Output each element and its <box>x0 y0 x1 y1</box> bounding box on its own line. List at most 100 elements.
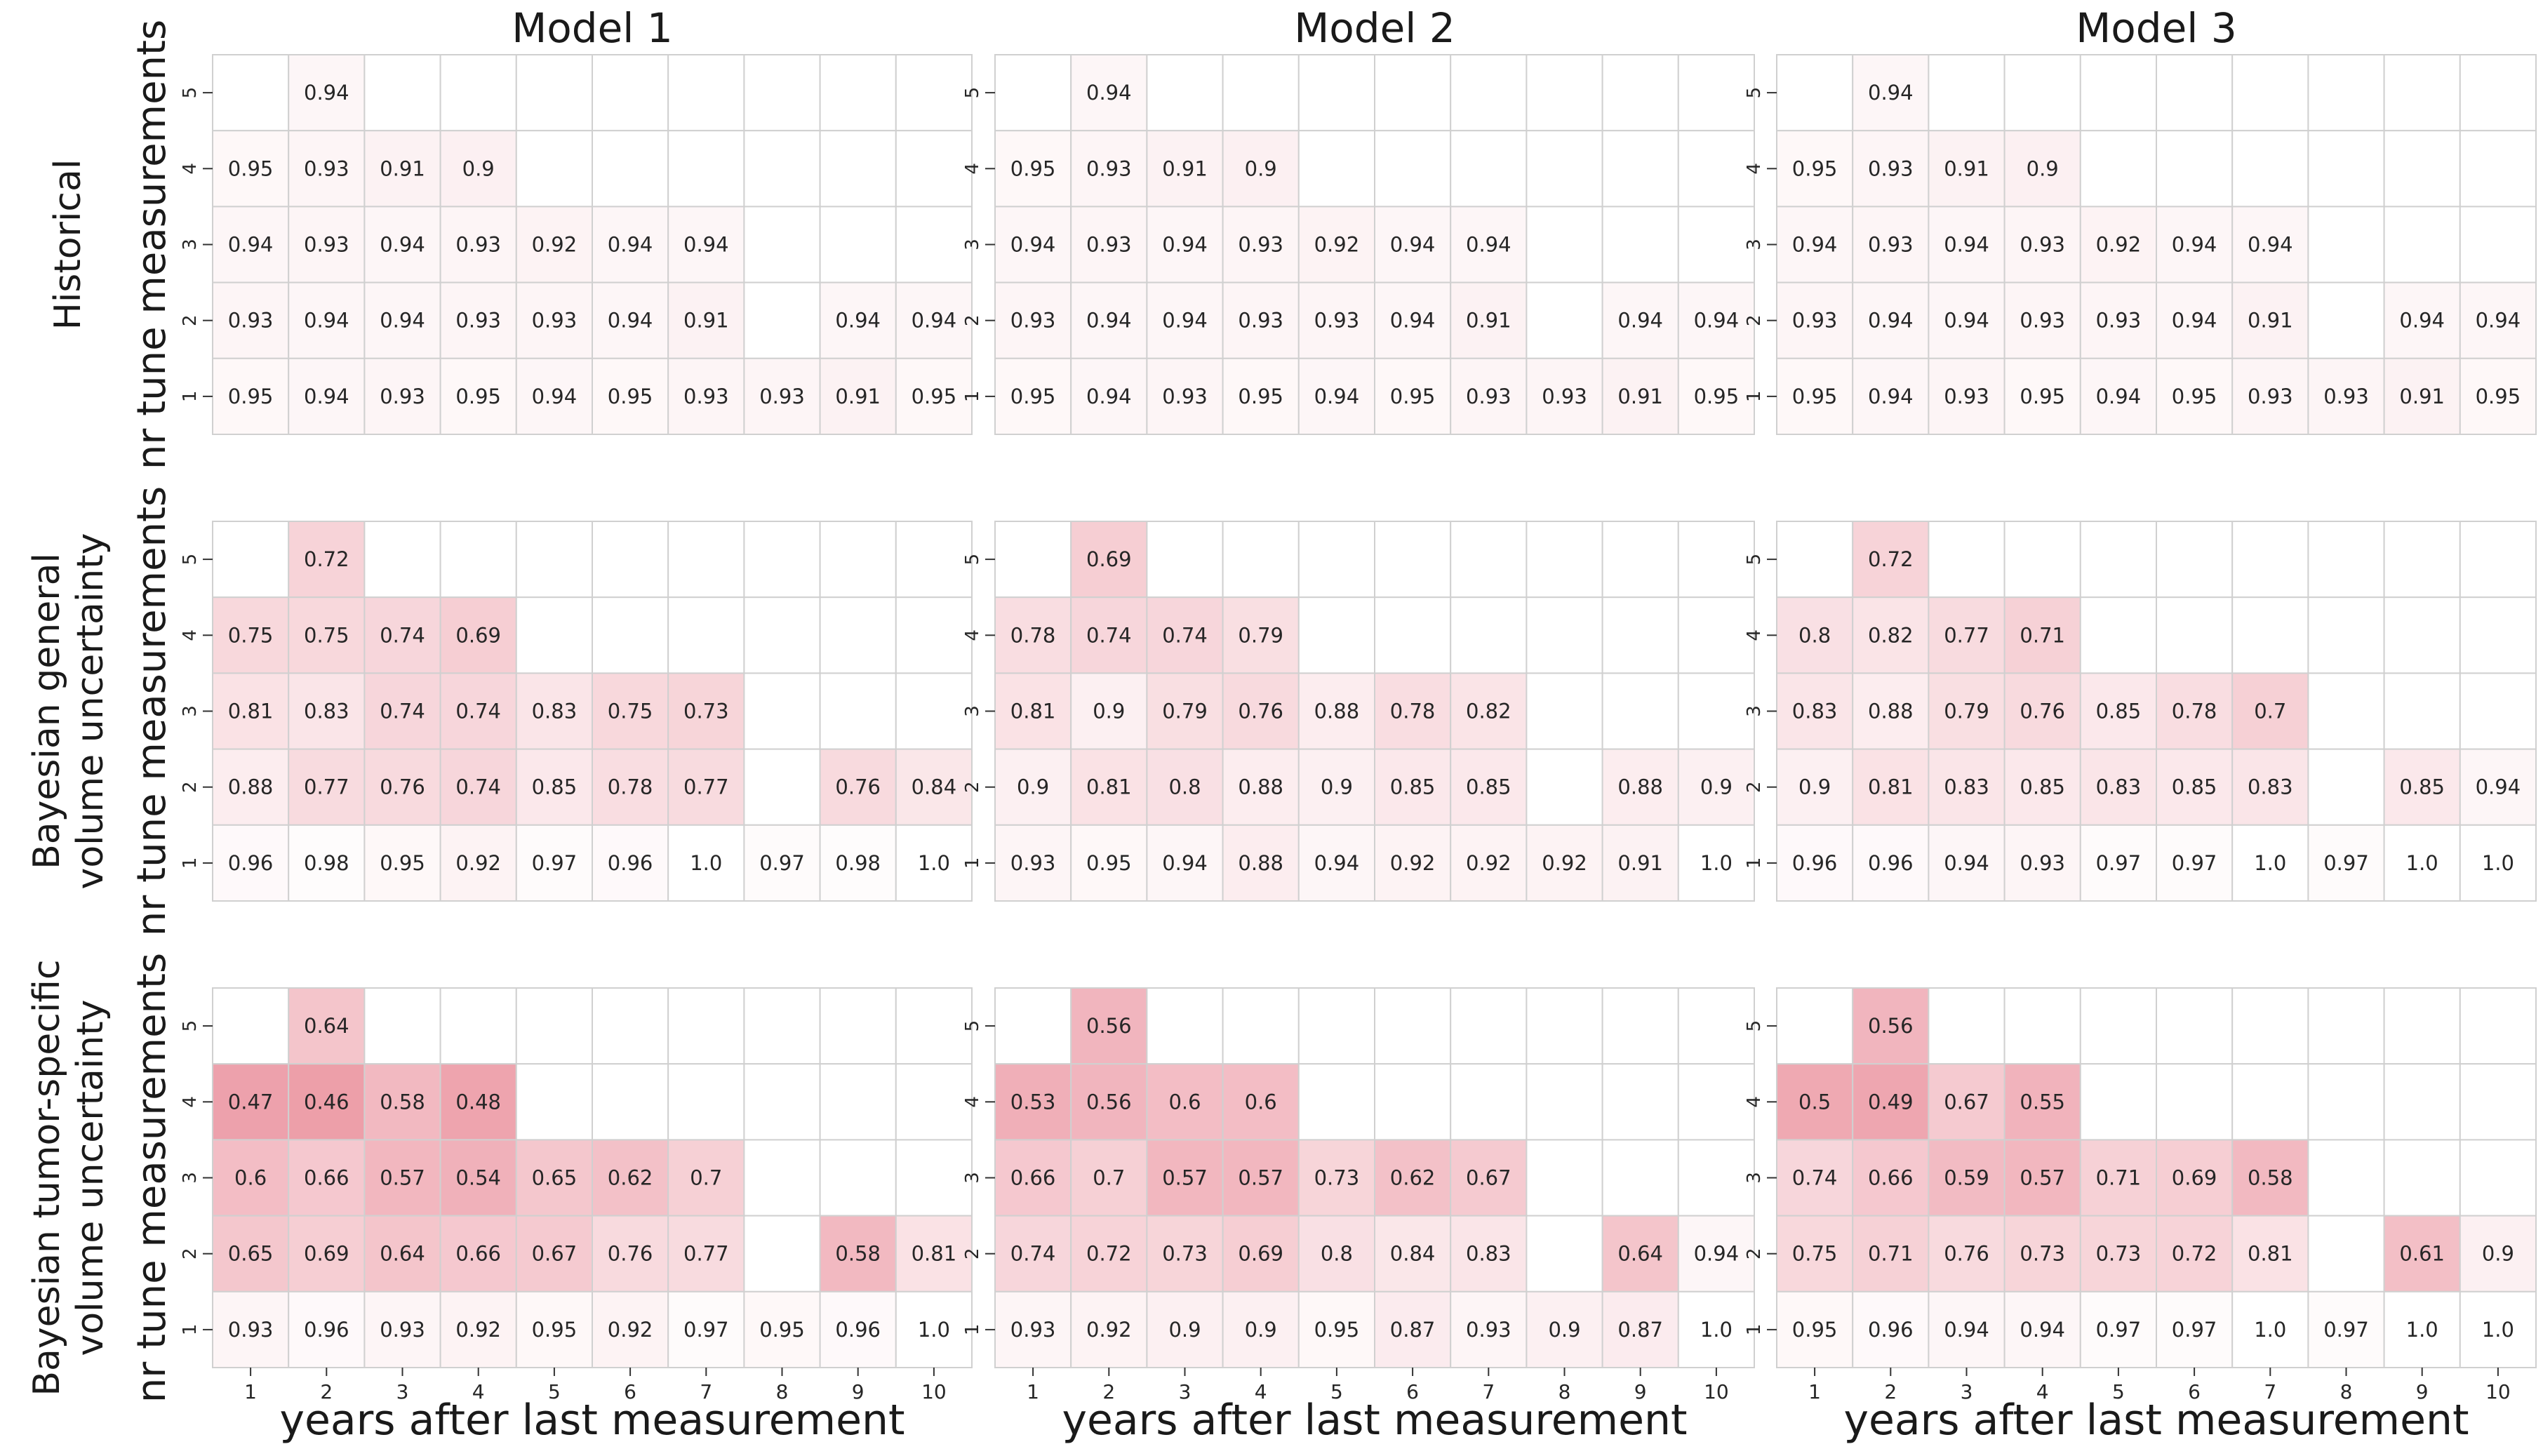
heatmap-cell <box>1677 54 1756 132</box>
heatmap-cell <box>819 130 897 208</box>
heatmap-cell <box>667 672 745 750</box>
cell-value: 0.7 <box>1093 1166 1125 1190</box>
heatmap-cell <box>2307 54 2385 132</box>
heatmap-cell <box>439 1215 517 1293</box>
heatmap-cell <box>819 596 897 674</box>
cell-value: 0.94 <box>1162 233 1208 257</box>
y-tick-label: 4 <box>1744 629 1765 641</box>
cell-value: 0.69 <box>1086 547 1132 571</box>
y-tick-label: 2 <box>962 1248 983 1260</box>
cell-value: 0.7 <box>690 1166 722 1190</box>
cell-value: 0.83 <box>1466 1242 1511 1266</box>
heatmap-cell <box>1677 824 1756 902</box>
heatmap-cell <box>1601 1139 1679 1217</box>
heatmap-cell <box>2459 1063 2537 1141</box>
heatmap-cell <box>212 987 290 1065</box>
heatmap-cell <box>1374 521 1452 599</box>
heatmap-cell <box>819 521 897 599</box>
heatmap-cell <box>1450 206 1528 283</box>
cell-value: 0.78 <box>2172 700 2217 723</box>
cell-value: 0.98 <box>835 851 881 875</box>
heatmap-cell <box>895 206 973 283</box>
y-tick-label: 5 <box>962 87 983 99</box>
cell-value: 0.95 <box>380 851 425 875</box>
cell-value: 0.85 <box>2172 775 2217 799</box>
heatmap-cell <box>1374 748 1452 826</box>
heatmap-cell <box>2231 1063 2309 1141</box>
heatmap-cell <box>994 596 1072 674</box>
heatmap-cell <box>2307 672 2385 750</box>
cell-value: 0.94 <box>2476 775 2521 799</box>
cell-value: 0.93 <box>228 309 274 333</box>
y-tick-label: 2 <box>1744 781 1765 793</box>
x-tick-label: 6 <box>1406 1380 1419 1403</box>
cell-value: 0.77 <box>1944 623 1989 647</box>
heatmap-cell <box>1526 1139 1603 1217</box>
heatmap-cell <box>667 596 745 674</box>
cell-value: 0.91 <box>683 309 729 333</box>
heatmap-cell <box>363 206 441 283</box>
heatmap-cell <box>2156 281 2234 359</box>
heatmap-cell <box>1776 987 1854 1065</box>
cell-value: 0.97 <box>2323 851 2369 875</box>
heatmap-cell <box>592 596 669 674</box>
cell-value: 0.95 <box>1086 851 1132 875</box>
heatmap-cell <box>288 521 366 599</box>
heatmap-cell <box>1852 1215 1930 1293</box>
heatmap-cell <box>2003 1215 2081 1293</box>
heatmap-cell <box>1070 748 1148 826</box>
cell-value: 0.96 <box>1792 851 1838 875</box>
heatmap-cell <box>2003 824 2081 902</box>
cell-value: 0.83 <box>1944 775 1989 799</box>
heatmap-cell <box>592 130 669 208</box>
heatmap-cell <box>2003 357 2081 435</box>
cell-value: 0.87 <box>1390 1318 1436 1342</box>
heatmap-cell <box>2156 130 2234 208</box>
cell-value: 0.93 <box>1086 156 1132 180</box>
cell-value: 0.62 <box>608 1166 653 1190</box>
cell-value: 0.67 <box>1466 1166 1511 1190</box>
heatmap-cell <box>439 54 517 132</box>
heatmap-cell <box>743 672 821 750</box>
heatmap-cell <box>667 521 745 599</box>
heatmap-cell <box>2079 672 2158 750</box>
cell-value: 0.93 <box>2323 385 2369 408</box>
y-tick-label: 5 <box>962 554 983 566</box>
heatmap-cell <box>743 824 821 902</box>
y-tick-label: 3 <box>962 1172 983 1184</box>
cell-value: 0.74 <box>380 700 425 723</box>
cell-value: 0.94 <box>2399 309 2445 333</box>
cell-value: 0.91 <box>380 156 425 180</box>
cell-value: 0.95 <box>912 385 957 408</box>
heatmap-cell <box>1526 130 1603 208</box>
cell-value: 0.94 <box>1314 385 1360 408</box>
cell-value: 0.95 <box>608 385 653 408</box>
cell-value: 0.79 <box>1238 623 1283 647</box>
cell-value: 0.81 <box>228 700 274 723</box>
x-tick-label: 2 <box>320 1380 333 1403</box>
cell-value: 0.75 <box>1792 1242 1838 1266</box>
cell-value: 0.76 <box>1944 1242 1989 1266</box>
heatmap-cell <box>2459 1290 2537 1369</box>
heatmap-cell <box>288 281 366 359</box>
cell-value: 0.98 <box>304 851 349 875</box>
cell-value: 0.46 <box>304 1090 349 1114</box>
cell-value: 0.95 <box>455 385 501 408</box>
heatmap-cell <box>895 357 973 435</box>
cell-value: 0.9 <box>462 156 495 180</box>
heatmap-cell <box>1601 596 1679 674</box>
y-axis-label: nr tune measurements <box>129 486 175 936</box>
cell-value: 0.73 <box>683 700 729 723</box>
heatmap-cell <box>2307 1063 2385 1141</box>
heatmap-cell <box>515 281 593 359</box>
cell-value: 0.94 <box>1617 309 1663 333</box>
heatmap-cell <box>743 281 821 359</box>
heatmap-cell <box>2383 1063 2461 1141</box>
cell-value: 0.8 <box>1798 623 1831 647</box>
cell-value: 0.76 <box>835 775 881 799</box>
heatmap-cell <box>1450 521 1528 599</box>
cell-value: 0.95 <box>2172 385 2217 408</box>
x-tick-label: 3 <box>1179 1380 1192 1403</box>
heatmap-cell <box>743 521 821 599</box>
cell-value: 1.0 <box>918 1318 950 1342</box>
